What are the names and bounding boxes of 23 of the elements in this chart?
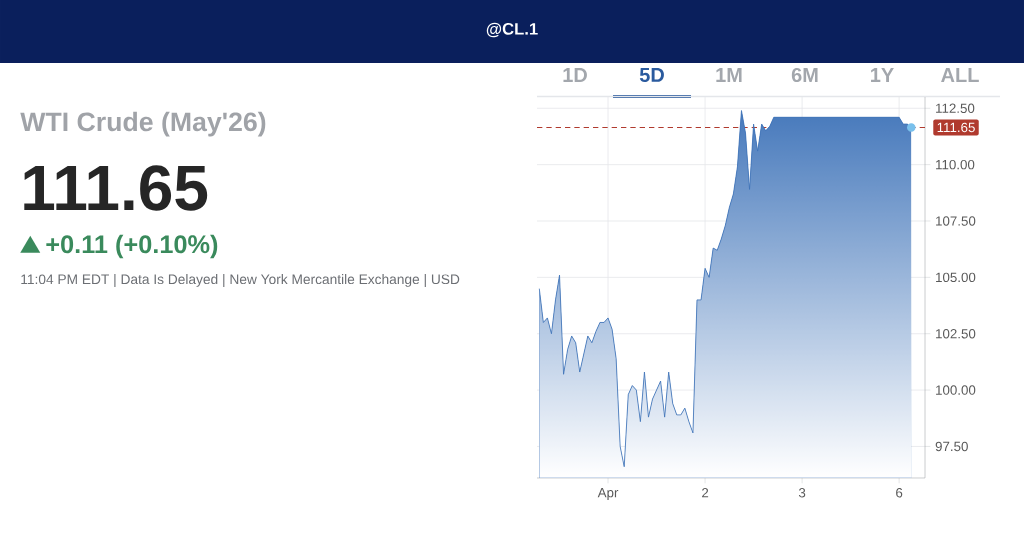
text: 1D [563, 68, 587, 82]
text: 11:04 PM EDT | Data Is Delayed | New York Mercantile Exchange | USD [21, 274, 460, 287]
text: +0.11 (+0.10%) [46, 234, 218, 259]
text: @CL.1 [486, 22, 538, 38]
y-tick-label: 110.00 [936, 159, 975, 170]
x-tick-label: 2 [702, 488, 709, 498]
ref-line-label: 111.65 [937, 122, 975, 133]
x-tick-label: 3 [798, 488, 806, 498]
text: 6M [791, 67, 818, 83]
x-tick-label: 6 [896, 488, 903, 498]
text: 111.65 [24, 165, 208, 211]
text: ALL [941, 68, 979, 82]
x-tick-label: Apr [597, 488, 619, 500]
y-tick-label: 97.50 [935, 441, 968, 452]
y-tick-label: 100.00 [936, 385, 976, 395]
text: 5D [639, 68, 664, 82]
y-tick-label: 105.00 [936, 272, 976, 283]
y-tick-label: 107.50 [936, 216, 976, 226]
text: 1Y [871, 68, 894, 82]
text: 1M [716, 68, 742, 82]
text: WTI Crude (May'26) [20, 111, 266, 137]
y-tick-label: 102.50 [936, 329, 976, 339]
y-tick-label: 112.50 [936, 103, 975, 113]
